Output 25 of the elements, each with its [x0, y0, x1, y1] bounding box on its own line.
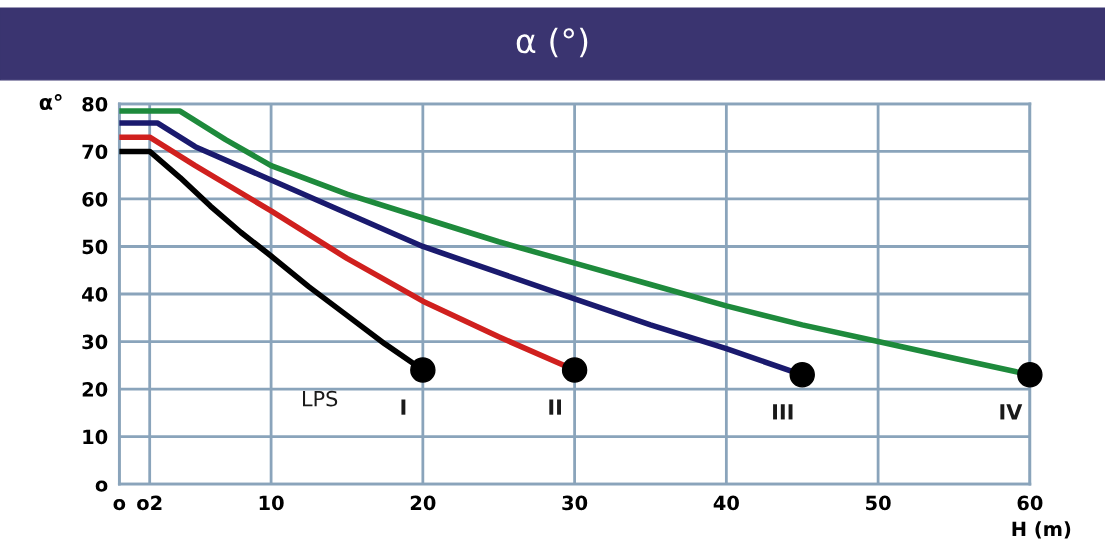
series-label: II — [549, 399, 561, 415]
y-tick-label: 80 — [82, 96, 108, 112]
y-tick-label: 30 — [82, 334, 108, 350]
y-tick-label: 70 — [82, 144, 108, 160]
annotation: LPS — [303, 390, 338, 407]
x-tick-label: 40 — [713, 495, 739, 511]
y-tick-label: 20 — [82, 382, 108, 397]
y-tick-label: 60 — [82, 191, 108, 207]
x-tick-label: 10 — [259, 495, 284, 511]
x-tick-label: 30 — [562, 495, 588, 511]
y-tick-label: 50 — [82, 239, 108, 255]
x-tick-label: 20 — [410, 495, 436, 511]
y-tick-label: o — [95, 480, 108, 492]
x-axis-title: H (m) — [1012, 521, 1071, 539]
series-label: I — [401, 399, 406, 415]
x-tick-label: o — [113, 499, 126, 511]
x-tick-label: 50 — [866, 495, 891, 511]
series-label: IV — [1000, 404, 1023, 420]
y-tick-label: 10 — [83, 429, 108, 445]
chart-title: α (°) — [516, 27, 588, 58]
x-tick-label: 60 — [1017, 495, 1043, 511]
x-tick-label: o2 — [137, 495, 162, 511]
series-label: III — [773, 404, 793, 420]
y-axis-title: α° — [39, 94, 62, 110]
y-tick-label: 40 — [82, 286, 108, 302]
